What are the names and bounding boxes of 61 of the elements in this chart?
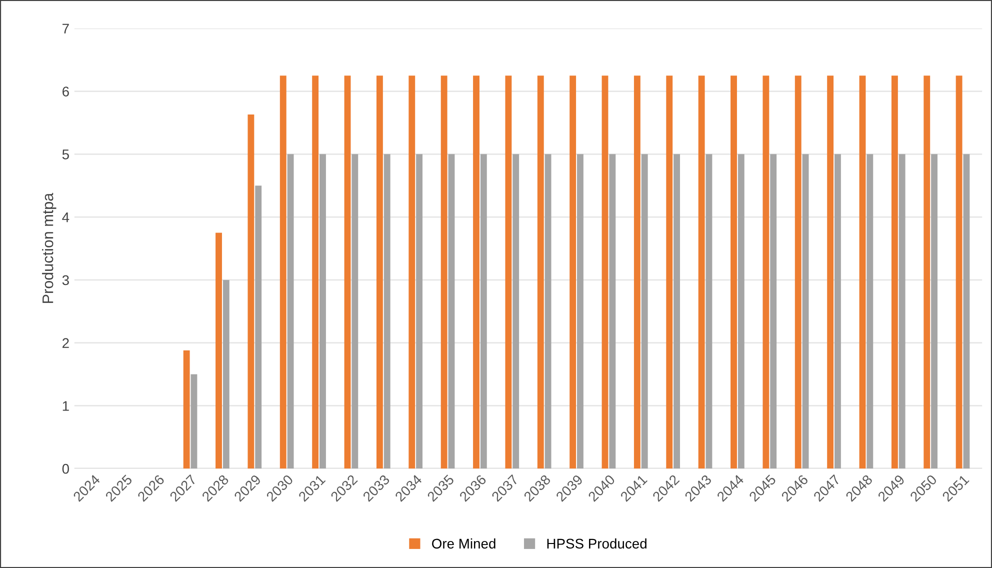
bar: [738, 154, 744, 469]
bar: [570, 76, 576, 469]
y-tick-label: 0: [62, 464, 69, 474]
bar: [448, 154, 455, 469]
bar: [544, 154, 552, 469]
bar: [963, 154, 970, 469]
y-tick-label: 1: [62, 401, 69, 411]
bar: [674, 154, 680, 469]
bar: [698, 76, 705, 469]
bar: [666, 76, 673, 469]
bar: [280, 76, 286, 469]
bar: [384, 154, 390, 469]
bar: [770, 154, 777, 469]
bar: [859, 76, 866, 469]
bar: [898, 154, 906, 469]
bar: [183, 350, 190, 469]
bar: [794, 76, 802, 469]
bar: [416, 154, 423, 469]
bar: [248, 114, 254, 469]
bar: [956, 76, 962, 469]
bar: [802, 154, 809, 469]
bar: [602, 76, 608, 469]
bar: [924, 76, 930, 469]
bar: [762, 76, 770, 469]
bar: [866, 154, 874, 469]
bar: [320, 154, 326, 469]
y-tick-label: 5: [62, 150, 69, 160]
bar: [473, 76, 480, 469]
bar: [480, 154, 487, 469]
bar: [505, 76, 512, 469]
bar: [891, 76, 898, 469]
y-axis-title: Production mtpa: [42, 192, 56, 303]
bar: [440, 76, 448, 469]
bar: [641, 154, 648, 469]
legend-label: HPSS Produced: [547, 538, 646, 549]
y-tick-label: 4: [62, 212, 70, 222]
bar: [706, 154, 712, 469]
bar: [634, 76, 640, 469]
y-tick-label: 6: [62, 86, 69, 96]
bar: [609, 154, 616, 469]
bar: [512, 154, 520, 469]
bar: [222, 280, 230, 469]
bar: [352, 154, 358, 469]
bar: [344, 76, 351, 469]
bar: [537, 76, 544, 469]
legend-label: Ore Mined: [432, 538, 496, 549]
bar: [834, 154, 841, 469]
bar: [577, 154, 584, 469]
y-tick-label: 2: [62, 338, 69, 348]
bar: [190, 374, 198, 469]
bar: [216, 232, 222, 469]
bar: [827, 76, 834, 469]
bar: [931, 154, 938, 469]
bar: [287, 154, 294, 469]
bar: [255, 186, 262, 469]
bar: [376, 76, 383, 469]
bar: [312, 76, 319, 469]
y-tick-label: 7: [62, 24, 69, 34]
bar: [730, 76, 737, 469]
y-tick-label: 3: [62, 275, 69, 286]
bar: [408, 76, 416, 469]
